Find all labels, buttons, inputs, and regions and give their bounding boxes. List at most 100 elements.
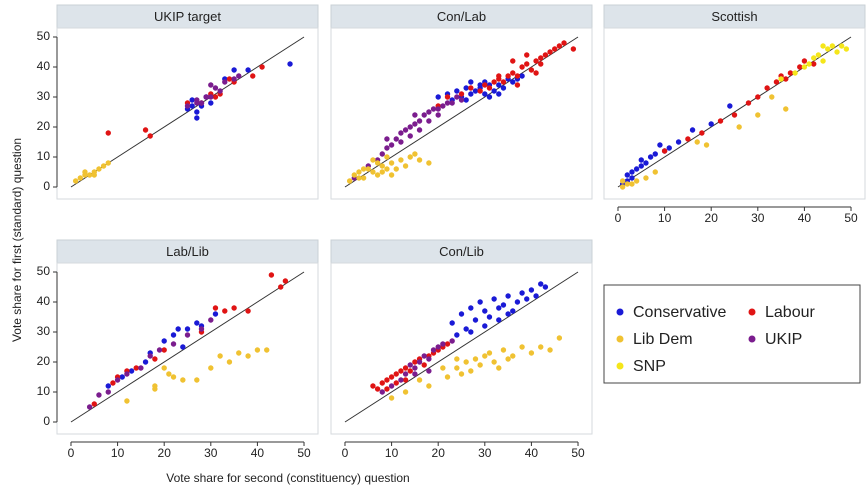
- point: [825, 46, 831, 52]
- point: [675, 139, 682, 145]
- x-tick-label: 50: [571, 446, 585, 460]
- point: [356, 169, 362, 175]
- point: [236, 73, 242, 79]
- point: [556, 335, 563, 341]
- point: [370, 169, 376, 175]
- point: [77, 175, 84, 181]
- point: [633, 178, 640, 184]
- point: [124, 371, 130, 377]
- point: [416, 118, 423, 124]
- point: [477, 299, 483, 305]
- point: [346, 178, 353, 184]
- point: [463, 326, 469, 332]
- y-tick-label: 0: [43, 179, 50, 193]
- reference-line: [70, 271, 305, 423]
- point: [699, 130, 705, 136]
- y-tick-label: 50: [37, 264, 51, 278]
- point: [843, 46, 850, 52]
- point: [222, 79, 228, 85]
- point: [458, 97, 465, 103]
- point: [491, 88, 497, 94]
- point: [72, 178, 79, 184]
- point: [468, 79, 474, 85]
- point: [454, 94, 460, 100]
- point: [533, 293, 539, 299]
- point: [278, 284, 284, 290]
- point: [524, 61, 530, 67]
- point: [142, 127, 149, 133]
- point: [496, 317, 502, 323]
- point: [815, 52, 822, 58]
- point: [156, 347, 163, 353]
- point: [491, 296, 497, 302]
- point: [402, 389, 409, 395]
- point: [208, 100, 214, 106]
- point: [689, 127, 696, 133]
- point: [486, 94, 493, 100]
- point: [388, 374, 395, 380]
- panel-title: UKIP target: [154, 9, 221, 24]
- point: [528, 350, 535, 356]
- legend-swatch: [616, 335, 624, 343]
- point: [496, 82, 502, 88]
- point: [755, 94, 761, 100]
- point: [421, 362, 427, 368]
- point: [208, 82, 214, 88]
- point: [393, 371, 399, 377]
- point: [486, 314, 493, 320]
- point: [379, 163, 385, 169]
- reference-line: [344, 271, 579, 423]
- point: [170, 374, 177, 380]
- y-tick-label: 10: [37, 149, 51, 163]
- y-tick-label: 30: [37, 89, 51, 103]
- point: [184, 326, 191, 332]
- point: [194, 115, 200, 121]
- point: [412, 359, 418, 365]
- point: [166, 371, 172, 377]
- point: [440, 341, 446, 347]
- point: [547, 347, 553, 353]
- point: [86, 172, 93, 178]
- point: [736, 124, 742, 130]
- point: [421, 353, 427, 359]
- point: [379, 380, 385, 386]
- y-tick-label: 0: [43, 414, 50, 428]
- panel-title: Con/Lib: [439, 244, 484, 259]
- point: [430, 347, 437, 353]
- point: [538, 55, 544, 61]
- point: [384, 136, 390, 142]
- point: [561, 40, 567, 46]
- point: [652, 151, 658, 157]
- x-tick-label: 20: [158, 446, 172, 460]
- point: [505, 293, 511, 299]
- y-tick-label: 40: [37, 294, 51, 308]
- point: [384, 154, 390, 160]
- point: [514, 82, 521, 88]
- point: [806, 61, 812, 67]
- point: [287, 61, 293, 67]
- point: [231, 67, 237, 73]
- point: [510, 353, 516, 359]
- point: [838, 43, 845, 49]
- point: [194, 377, 200, 383]
- legend-swatch: [748, 308, 756, 316]
- point: [128, 368, 135, 374]
- point: [161, 338, 167, 344]
- point: [811, 61, 817, 67]
- legend-swatch: [616, 308, 624, 316]
- point: [217, 88, 223, 94]
- point: [510, 58, 516, 64]
- point: [245, 353, 251, 359]
- point: [374, 160, 381, 166]
- point: [811, 55, 817, 61]
- point: [407, 154, 413, 160]
- point: [500, 85, 507, 91]
- point: [472, 88, 479, 94]
- point: [161, 347, 167, 353]
- point: [184, 103, 191, 109]
- point: [444, 100, 451, 106]
- point: [245, 308, 251, 314]
- point: [454, 356, 460, 362]
- point: [638, 163, 644, 169]
- point: [152, 386, 158, 392]
